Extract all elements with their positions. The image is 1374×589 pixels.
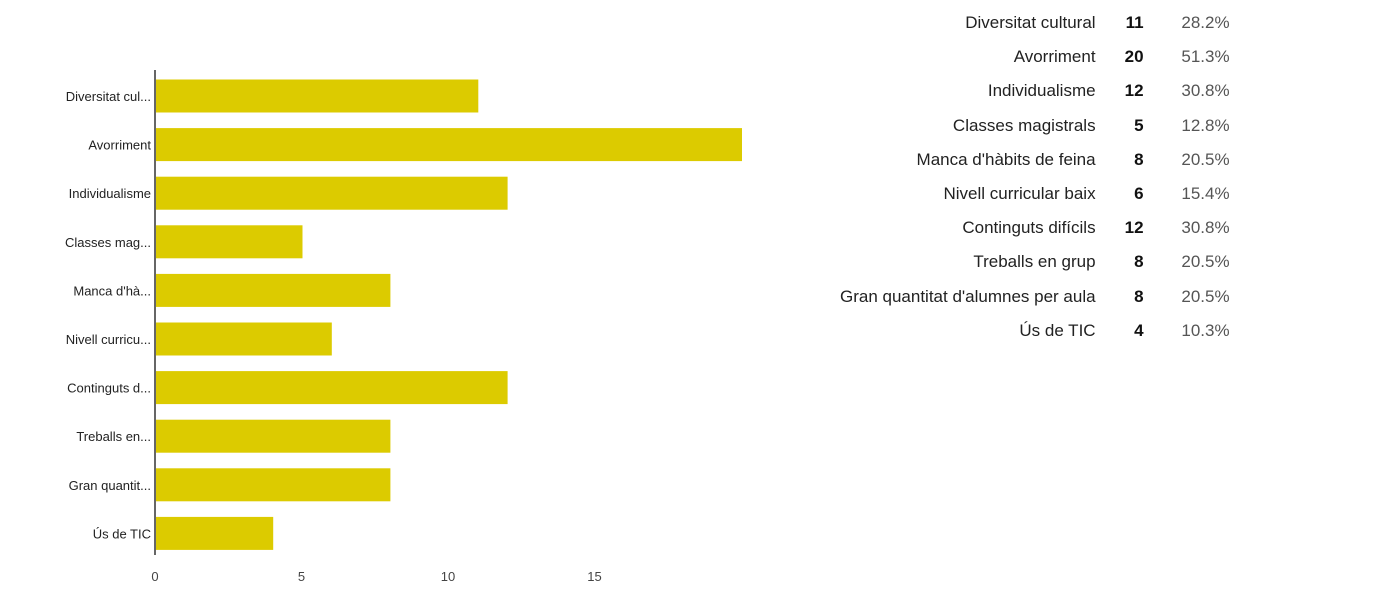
summary-percent: 30.8% — [1181, 81, 1230, 101]
summary-row: Avorriment 20 51.3% — [840, 40, 1230, 74]
summary-label: Continguts difícils — [962, 218, 1096, 238]
summary-label: Manca d'hàbits de feina — [916, 149, 1096, 169]
category-label: Ús de TIC — [93, 526, 151, 541]
summary-label: Gran quantitat d'alumnes per aula — [840, 286, 1096, 306]
summary-label: Avorriment — [1013, 47, 1096, 67]
summary-count: 8 — [1134, 252, 1144, 272]
summary-percent: 15.4% — [1181, 184, 1230, 204]
bar — [156, 468, 391, 502]
bar — [156, 273, 391, 307]
summary-label: Diversitat cultural — [965, 13, 1096, 32]
bar-group — [156, 79, 742, 550]
x-tick-label: 5 — [298, 569, 305, 584]
bar — [156, 176, 508, 210]
bar — [156, 225, 303, 259]
x-tick-label: 0 — [151, 569, 158, 584]
summary-percent: 30.8% — [1181, 218, 1230, 238]
summary-label: Nivell curricular baix — [943, 184, 1096, 204]
summary-row: Individualisme 12 30.8% — [840, 74, 1230, 108]
summary-count: 20 — [1124, 47, 1144, 67]
response-summary-table: Diversitat cultural 11 28.2% Avorriment 20 51… — [840, 6, 1230, 348]
response-summary-body: Diversitat cultural 11 28.2% Avorriment 20 51… — [840, 6, 1230, 348]
category-label: Treballs en... — [76, 429, 151, 444]
summary-count: 6 — [1134, 184, 1144, 204]
bar — [156, 371, 508, 405]
x-tick-label: 15 — [587, 569, 601, 584]
summary-count: 12 — [1124, 218, 1144, 238]
summary-percent: 28.2% — [1181, 13, 1230, 32]
summary-count: 5 — [1134, 115, 1144, 135]
summary-row: Nivell curricular baix 6 15.4% — [840, 177, 1230, 211]
summary-row: Classes magistrals 5 12.8% — [840, 109, 1230, 143]
bar — [156, 128, 742, 162]
summary-percent: 20.5% — [1181, 286, 1230, 306]
summary-count: 11 — [1125, 13, 1144, 32]
category-label: Diversitat cul... — [66, 89, 151, 104]
summary-row: Ús de TIC 4 10.3% — [840, 314, 1230, 348]
x-tick-label: 10 — [441, 569, 455, 584]
summary-percent: 12.8% — [1181, 115, 1230, 135]
summary-row: Gran quantitat d'alumnes per aula 8 20.5% — [840, 280, 1230, 314]
summary-label: Classes magistrals — [952, 115, 1096, 135]
bar — [156, 516, 274, 550]
category-label: Nivell curricu... — [66, 332, 151, 347]
bar — [156, 322, 332, 356]
summary-count: 12 — [1124, 81, 1144, 101]
bar — [156, 79, 479, 113]
summary-count: 8 — [1134, 286, 1144, 306]
summary-row: Continguts difícils 12 30.8% — [840, 211, 1230, 245]
category-label: Gran quantit... — [69, 478, 151, 493]
summary-percent: 51.3% — [1181, 47, 1230, 67]
summary-row: Treballs en grup 8 20.5% — [840, 245, 1230, 279]
bar — [156, 419, 391, 453]
summary-count: 8 — [1134, 149, 1144, 169]
summary-percent: 20.5% — [1181, 252, 1230, 272]
category-label-group: Diversitat cul... Avorriment Individualism… — [65, 89, 151, 541]
summary-count: 4 — [1134, 320, 1144, 340]
summary-row: Manca d'hàbits de feina 8 20.5% — [840, 143, 1230, 177]
category-label: Classes mag... — [65, 235, 151, 250]
summary-label: Treballs en grup — [973, 252, 1096, 272]
summary-label: Individualisme — [987, 81, 1096, 101]
summary-row: Diversitat cultural 11 28.2% — [840, 6, 1230, 40]
category-label: Manca d'hà... — [73, 283, 151, 298]
summary-label: Ús de TIC — [1019, 320, 1096, 340]
bar-chart: Diversitat cul... Avorriment Individualism… — [65, 70, 742, 584]
summary-percent: 10.3% — [1181, 320, 1230, 340]
category-label: Continguts d... — [67, 381, 151, 396]
category-label: Avorriment — [88, 138, 151, 153]
category-label: Individualisme — [69, 186, 151, 201]
x-tick-label-group: 0 5 10 15 — [151, 569, 601, 584]
summary-percent: 20.5% — [1181, 149, 1230, 169]
